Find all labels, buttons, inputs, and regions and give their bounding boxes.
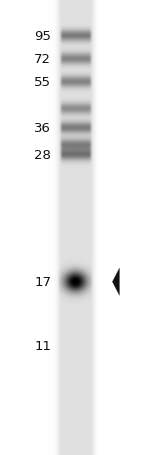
Polygon shape (112, 268, 119, 296)
Text: 11: 11 (34, 339, 51, 352)
Text: 17: 17 (34, 276, 51, 288)
Text: 72: 72 (34, 53, 51, 66)
Text: 28: 28 (34, 148, 51, 161)
Text: 55: 55 (34, 76, 51, 89)
Text: 95: 95 (34, 30, 51, 43)
Text: 36: 36 (34, 122, 51, 135)
